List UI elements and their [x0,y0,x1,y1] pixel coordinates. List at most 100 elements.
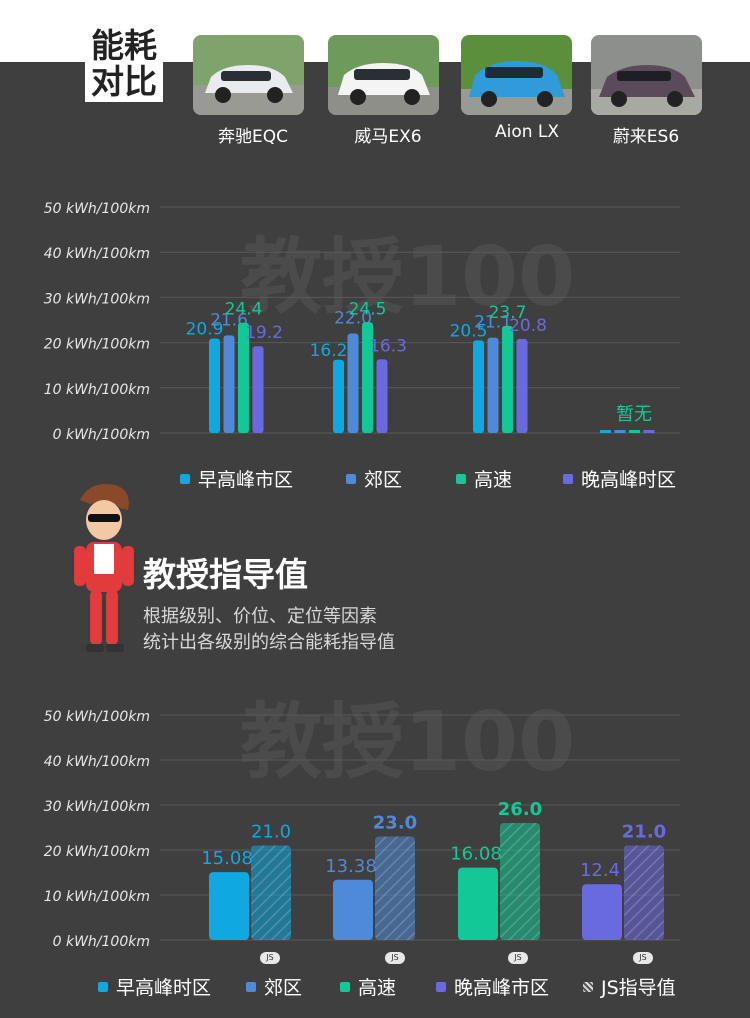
legend2-item-suburb: 郊区 [246,973,302,1000]
y-tick-label: 30 kWh/100km [44,799,150,815]
js-tag: JS [385,952,405,964]
data-label: 20.8 [509,316,547,336]
data-label: 20.9 [186,320,224,340]
bar [376,359,388,433]
y-tick-label: 0 kWh/100km [53,427,150,443]
legend-swatch [456,473,466,484]
chart-energy-consumption: 0 kWh/100km 10 kWh/100km 20 kWh/100km 30 kW… [44,201,680,443]
legend-swatch [583,981,593,992]
data-label: 23.7 [489,303,527,323]
bar-measured [582,884,622,940]
bar [362,322,373,433]
bar-measured [458,867,498,940]
data-label: 24.4 [225,300,263,320]
bar [643,430,655,433]
bar [223,335,235,433]
legend2-item-js-guide: JS指导值 [583,973,676,1000]
legend-label: 晚高峰市区 [454,977,550,999]
legend-item-city-peak: 早高峰市区 [180,465,293,492]
legend-swatch [340,981,350,992]
legend-swatch [346,473,356,484]
legend-swatch [180,473,190,484]
legend-label: 高速 [474,469,513,491]
car-photo-es6 [591,35,702,115]
professor-title: 教授指导值 [143,555,308,594]
data-label: 16.3 [369,336,407,356]
legend-item-suburb: 郊区 [346,465,402,492]
bar [614,430,626,433]
data-label: 22.0 [334,309,372,329]
bar-guide-hatch [375,836,415,940]
y-tick-label: 50 kWh/100km [44,201,150,217]
data-label: 26.0 [498,799,542,820]
car-photo-ex6 [328,35,439,115]
professor-desc-line-2: 统计出各级别的综合能耗指导值 [143,632,395,653]
legend-label: 早高峰市区 [198,469,294,491]
y-tick-label: 50 kWh/100km [44,709,150,725]
data-label: 16.08 [450,844,502,865]
data-label: 13.38 [325,856,377,877]
legend-item-highway: 高速 [456,465,512,492]
car-name-aion: Aion LX [494,122,560,142]
data-label: 21.0 [622,822,666,843]
car-photo-eqc [193,35,304,115]
data-label: 20.5 [450,321,488,341]
data-label: 19.2 [245,323,283,343]
y-tick-label: 10 kWh/100km [44,889,150,905]
bar [600,430,611,433]
legend2-item-city-peak: 早高峰时区 [98,973,211,1000]
data-label: 21.0 [251,822,291,843]
title-line-2: 对比 [91,62,157,101]
bar [502,325,513,433]
car-name-ex6: 威马EX6 [354,127,422,147]
legend-swatch [98,981,108,992]
legend-swatch [246,981,256,992]
legend2-item-highway: 高速 [340,973,396,1000]
js-tag: JS [633,952,653,964]
data-label: 16.2 [310,341,348,361]
data-label: 24.5 [349,299,387,319]
bar-measured [333,879,373,940]
legend-label: 高速 [358,977,397,999]
bar-guide-hatch [500,823,540,940]
y-tick-label: 20 kWh/100km [44,337,150,353]
y-tick-label: 40 kWh/100km [44,246,150,262]
bar-measured [209,872,249,940]
car-photo-aion [461,35,572,115]
legend-label: 郊区 [364,469,403,491]
legend-swatch [563,473,573,484]
legend-item-eve-peak: 晚高峰时区 [563,465,676,492]
legend-label: 郊区 [264,977,303,999]
data-label: 12.4 [580,860,620,881]
bar [238,322,249,433]
title-line-1: 能耗 [91,26,157,65]
data-label-na: 暂无 [616,404,652,425]
legend-label: 早高峰时区 [116,977,212,999]
bar [347,333,359,433]
car-name-eqc: 奔驰EQC [218,127,288,147]
y-tick-label: 30 kWh/100km [44,291,150,307]
js-tag: JS [508,952,528,964]
car-name-es6: 蔚来ES6 [612,127,680,147]
js-tag: JS [260,952,280,964]
data-label: 15.08 [201,848,253,869]
legend-label: JS指导值 [601,977,676,999]
y-tick-label: 0 kWh/100km [53,934,150,950]
legend-label: 晚高峰时区 [581,469,677,491]
page-title: 能耗 对比 [85,28,163,102]
professor-desc-line-1: 根据级别、价位、定位等因素 [143,606,377,627]
bar [252,346,264,433]
y-tick-label: 20 kWh/100km [44,844,150,860]
y-tick-label: 10 kWh/100km [44,382,150,398]
bar-guide-hatch [624,845,664,940]
chart-guide-values: 0 kWh/100km 10 kWh/100km 20 kWh/100km 30 kW… [44,709,680,950]
bar [333,359,344,433]
bar [473,340,484,433]
bar [516,338,528,433]
bar [629,430,640,433]
professor-mascot-icon [74,484,134,652]
y-tick-label: 40 kWh/100km [44,754,150,770]
data-label: 23.0 [373,813,417,834]
legend2-item-eve-peak: 晚高峰市区 [436,973,549,1000]
bar [209,338,220,433]
